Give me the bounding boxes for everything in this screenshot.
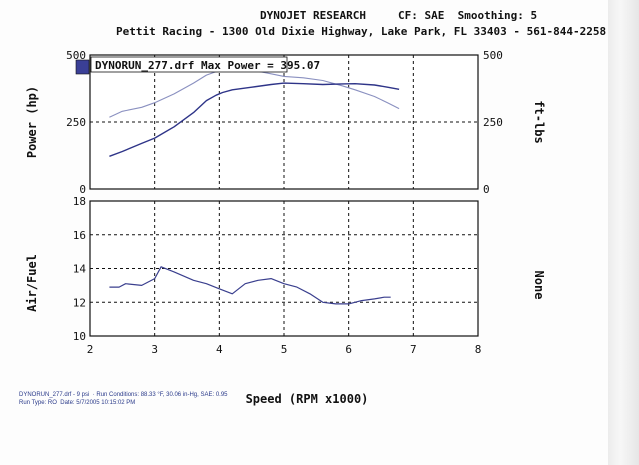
y-tick-label: 500 (66, 49, 86, 62)
y2-tick-label: 0 (483, 183, 490, 196)
y2-tick-label: 500 (483, 49, 503, 62)
legend-text: DYNORUN_277.drf Max Power = 395.07 (95, 59, 320, 72)
y-label-power: Power (hp) (25, 86, 39, 158)
x-tick-label: 3 (151, 343, 158, 356)
y-tick-label: 14 (73, 263, 87, 276)
x-tick-label: 2 (87, 343, 94, 356)
legend-box (90, 56, 288, 73)
x-tick-labels: 2 3 4 5 6 7 8 (87, 343, 482, 356)
series-line-power (109, 82, 400, 157)
afr-ticks: 10 12 14 16 18 (73, 195, 87, 343)
afr-grid (90, 201, 478, 336)
footer-run-conditions: DYNORUN_277.drf - 9 psi · Run Conditions… (19, 392, 228, 398)
x-tick-label: 6 (345, 343, 352, 356)
power-ticks: 0 250 500 0 250 500 (66, 49, 503, 196)
y-label-afr: Air/Fuel (25, 254, 39, 312)
legend-swatch (75, 59, 90, 75)
x-tick-label: 5 (281, 343, 288, 356)
y-tick-label: 18 (73, 195, 86, 208)
series-line-air-fuel (109, 266, 391, 305)
y-label-ftlbs: ft-lbs (532, 100, 546, 143)
y-tick-label: 12 (73, 296, 86, 309)
power-panel: 0 250 500 0 250 500 DYNORUN_277.drf Max Power… (66, 49, 503, 196)
y-label-none: None (532, 271, 546, 300)
y-tick-label: 0 (79, 183, 86, 196)
y2-tick-label: 250 (483, 116, 503, 129)
header-shop: Pettit Racing - 1300 Old Dixie Highway, … (116, 25, 607, 38)
header-settings: CF: SAE Smoothing: 5 (398, 9, 538, 22)
afr-panel: 10 12 14 16 18 (73, 195, 479, 343)
power-grid (90, 55, 478, 189)
afr-series (109, 266, 391, 305)
y-tick-label: 16 (73, 229, 86, 242)
y-tick-label: 10 (73, 330, 86, 343)
footer-run-info: Run Type: RO Date: 5/7/2005 10:15:02 PM (19, 400, 136, 406)
x-tick-label: 4 (216, 343, 223, 356)
x-axis-label: Speed (RPM x1000) (246, 392, 369, 406)
x-tick-label: 7 (410, 343, 417, 356)
y-tick-label: 250 (66, 116, 86, 129)
scan-edge (608, 0, 639, 465)
x-tick-label: 8 (475, 343, 482, 356)
header-company: DYNOJET RESEARCH (260, 9, 366, 22)
